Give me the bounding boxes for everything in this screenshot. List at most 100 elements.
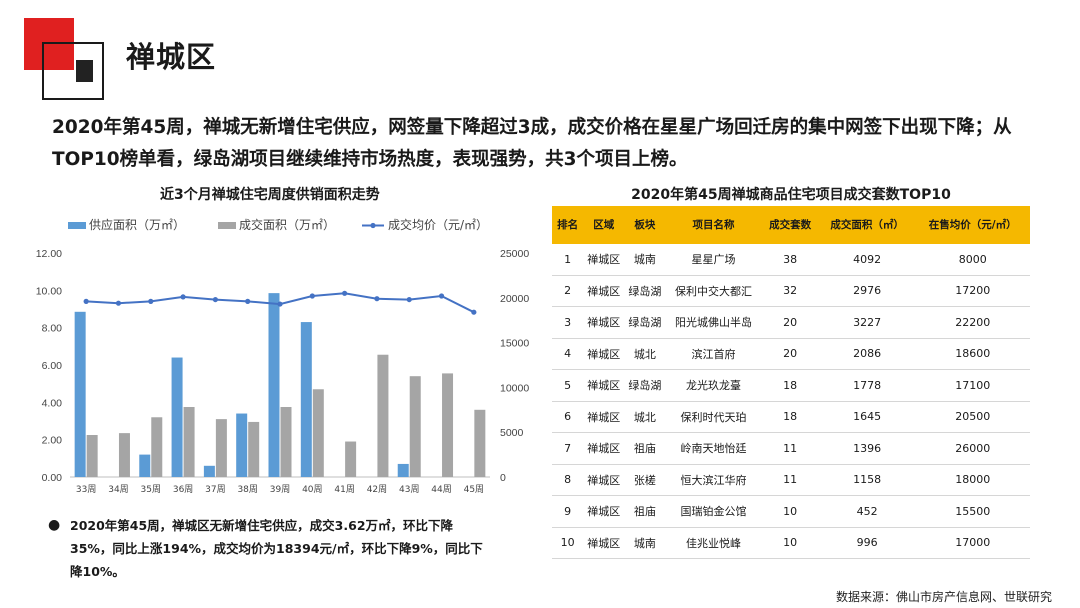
table-header-cell: 板块: [624, 206, 666, 244]
table-header-cell: 在售均价（元/㎡）: [915, 206, 1030, 244]
y-left-tick-label: 10.00: [36, 285, 62, 297]
legend-marker-price: [370, 222, 376, 229]
y-left-tick-label: 0.00: [42, 472, 63, 484]
table-cell: 20: [761, 306, 819, 339]
table-header-cell: 成交面积（㎡）: [818, 206, 916, 244]
table-cell: 26000: [915, 432, 1030, 465]
x-tick-label: 36周: [173, 484, 193, 495]
deal-bar: [442, 373, 454, 477]
supply-bar: [74, 311, 86, 477]
price-point: [115, 300, 122, 306]
supply-bar: [268, 293, 280, 477]
y-right-tick-label: 20000: [500, 293, 529, 305]
y-right-tick-label: 15000: [500, 338, 529, 350]
table-cell: 10: [761, 527, 819, 559]
y-right-tick-label: 25000: [500, 248, 529, 260]
x-tick-label: 39周: [270, 484, 290, 495]
table-cell: 3227: [818, 306, 916, 339]
legend-label-deal: 成交面积（万㎡）: [239, 217, 335, 232]
table-cell: 阳光城佛山半岛: [665, 306, 762, 339]
x-tick-label: 44周: [431, 484, 451, 495]
table-row: 3 禅城区 绿岛湖 阳光城佛山半岛 20 3227 22200: [552, 306, 1030, 339]
deal-bar: [248, 421, 260, 477]
table-cell: 20: [761, 338, 819, 370]
y-right-tick-label: 0: [500, 472, 506, 484]
price-point: [277, 301, 283, 307]
y-left-tick-label: 12.00: [36, 248, 62, 260]
deal-bar: [183, 407, 195, 477]
price-point: [83, 298, 89, 304]
table-cell: 17100: [915, 369, 1030, 402]
table-cell: 保利时代天珀: [665, 401, 762, 433]
summary-text: 2020年第45周，禅城无新增住宅供应，网签量下降超过3成，成交价格在星星广场回…: [52, 117, 1012, 170]
supply-bar: [139, 454, 151, 477]
price-point: [438, 293, 445, 299]
table-cell: 祖庙: [624, 432, 666, 465]
table-cell: 城北: [624, 401, 666, 433]
legend-swatch-deal: [218, 222, 236, 229]
table-cell: 恒大滨江华府: [665, 464, 762, 496]
supply-bar: [300, 322, 312, 477]
table-cell: 18: [761, 401, 819, 433]
title-decoration-dark-block: [76, 60, 93, 82]
table-cell: 禅城区: [583, 244, 625, 276]
table-row: 2 禅城区 绿岛湖 保利中交大都汇 32 2976 17200: [552, 275, 1030, 307]
table-cell: 滨江首府: [665, 338, 762, 370]
bullet-text: 2020年第45周，禅城区无新增住宅供应，成交3.62万㎡，环比下降35%，同比…: [70, 518, 483, 579]
table-header-cell: 成交套数: [761, 206, 819, 244]
table-cell: 国瑞铂金公馆: [665, 495, 762, 528]
table-cell: 15500: [915, 495, 1030, 528]
table-cell: 龙光玖龙臺: [665, 369, 762, 402]
chart-title: 近3个月禅城住宅周度供销面积走势: [160, 187, 380, 203]
table-cell: 1645: [818, 401, 916, 433]
supply-bar: [203, 465, 215, 477]
deal-bar: [118, 433, 130, 477]
table-cell: 22200: [915, 306, 1030, 339]
table-cell: 11: [761, 432, 819, 465]
table-cell: 1778: [818, 369, 916, 402]
price-point: [212, 296, 218, 303]
price-point: [471, 309, 477, 315]
table-cell: 绿岛湖: [624, 275, 666, 307]
table-cell: 2086: [818, 338, 916, 370]
y-left-tick-label: 4.00: [42, 397, 63, 409]
y-left-tick-label: 8.00: [42, 323, 63, 335]
x-tick-label: 41周: [334, 484, 354, 495]
table-cell: 禅城区: [583, 306, 625, 339]
x-tick-label: 34周: [108, 484, 128, 495]
deal-bar: [409, 376, 421, 477]
table-cell: 18: [761, 369, 819, 402]
deal-bar: [280, 407, 292, 477]
x-tick-label: 38周: [237, 484, 257, 495]
table-cell: 7: [552, 432, 584, 465]
table-row: 5 禅城区 绿岛湖 龙光玖龙臺 18 1778 17100: [552, 369, 1030, 402]
title-decoration-red-square: [24, 18, 74, 70]
x-tick-label: 37周: [205, 484, 225, 495]
y-right-tick-label: 10000: [500, 382, 529, 394]
table-cell: 张槎: [624, 464, 666, 496]
supply-bar: [171, 357, 183, 477]
x-tick-label: 33周: [76, 484, 96, 495]
table-cell: 禅城区: [583, 401, 625, 433]
table-cell: 祖庙: [624, 495, 666, 528]
table-cell: 禅城区: [583, 464, 625, 496]
bullet-dot-icon: ●: [48, 517, 61, 533]
table-cell: 2: [552, 275, 584, 307]
x-tick-label: 40周: [302, 484, 322, 495]
deal-bar: [86, 435, 98, 477]
table-row: 1 禅城区 城南 星星广场 38 4092 8000: [552, 244, 1030, 276]
table-cell: 禅城区: [583, 275, 625, 307]
data-source: 数据来源：佛山市房产信息网、世联研究: [835, 590, 1052, 604]
top10-table: 排名 区域 板块 项目名称 成交套数 成交面积（㎡） 在售均价（元/㎡） 1 禅城区 城南 星星广…: [552, 206, 1030, 559]
table-cell: 禅城区: [583, 338, 625, 370]
table-header-cell: 排名: [552, 206, 584, 244]
y-right-tick-label: 5000: [500, 427, 524, 439]
x-tick-label: 35周: [141, 484, 161, 495]
price-point: [309, 293, 315, 299]
table-cell: 996: [818, 527, 916, 559]
table-cell: 17000: [915, 527, 1030, 559]
supply-bar: [397, 463, 409, 477]
table-cell: 禅城区: [583, 527, 625, 559]
price-point: [148, 298, 154, 304]
table-cell: 城南: [624, 244, 666, 276]
